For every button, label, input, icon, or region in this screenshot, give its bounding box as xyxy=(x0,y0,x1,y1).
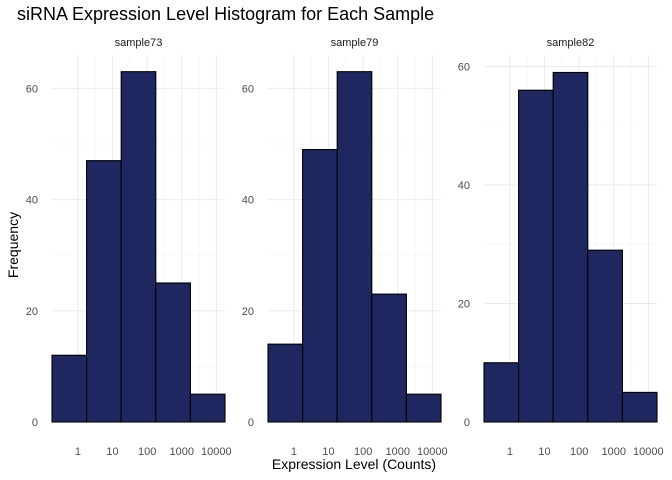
y-tick-label: 60 xyxy=(26,83,38,95)
x-tick-label: 10 xyxy=(106,446,118,458)
x-tick-label: 1 xyxy=(291,446,297,458)
facet-sample73: 0 20 40 60 1 10 100 1000 10000 sample73 xyxy=(26,37,232,458)
histogram-bar xyxy=(405,393,442,423)
y-tick-label: 20 xyxy=(242,306,254,318)
y-tick-label: 40 xyxy=(242,195,254,207)
x-tick-label: 10000 xyxy=(633,446,664,458)
y-axis-label: Frequency xyxy=(5,212,21,278)
y-tick-label: 20 xyxy=(458,299,470,311)
histogram-bar xyxy=(302,148,338,423)
x-axis-label: Expression Level (Counts) xyxy=(272,456,436,472)
x-tick-label: 1 xyxy=(507,446,513,458)
chart-title: siRNA Expression Level Histogram for Eac… xyxy=(17,4,434,24)
histogram-bar xyxy=(336,71,373,423)
y-tick-label: 0 xyxy=(248,417,254,429)
x-tick-label: 10000 xyxy=(201,446,232,458)
histogram-bar xyxy=(86,160,122,423)
histogram-bar xyxy=(371,293,407,423)
histogram-bar xyxy=(155,282,191,423)
facet-strip-label: sample73 xyxy=(115,37,163,49)
histogram-bar xyxy=(267,343,304,423)
y-tick-label: 40 xyxy=(458,180,470,192)
histogram-bar xyxy=(621,391,658,423)
histogram-bar xyxy=(552,71,589,423)
x-tick-label: 100 xyxy=(138,446,156,458)
x-tick-label: 1000 xyxy=(170,446,194,458)
histogram-bar xyxy=(587,249,623,423)
x-tick-label: 10000 xyxy=(417,446,448,458)
histogram-bar xyxy=(518,89,554,423)
facet-strip-label: sample79 xyxy=(331,37,379,49)
x-tick-label: 1 xyxy=(75,446,81,458)
y-tick-label: 0 xyxy=(464,417,470,429)
x-tick-label: 1000 xyxy=(386,446,410,458)
y-tick-label: 60 xyxy=(458,62,470,74)
histogram-bar xyxy=(189,393,226,423)
y-tick-label: 60 xyxy=(242,83,254,95)
y-tick-label: 0 xyxy=(32,417,38,429)
facet-sample79: 0 20 40 60 1 10 100 1000 10000 sample79 xyxy=(242,37,448,458)
x-tick-label: 10 xyxy=(538,446,550,458)
x-tick-label: 100 xyxy=(354,446,372,458)
x-tick-label: 1000 xyxy=(602,446,626,458)
x-tick-label: 100 xyxy=(570,446,588,458)
x-tick-label: 10 xyxy=(322,446,334,458)
histogram-bar xyxy=(120,71,157,423)
y-tick-label: 20 xyxy=(26,306,38,318)
y-tick-label: 40 xyxy=(26,195,38,207)
facet-strip-label: sample82 xyxy=(547,37,595,49)
histogram-bar xyxy=(483,362,520,423)
histogram-bar xyxy=(51,354,88,423)
facet-sample82: 0 20 40 60 1 10 100 1000 10000 sample82 xyxy=(458,37,664,458)
